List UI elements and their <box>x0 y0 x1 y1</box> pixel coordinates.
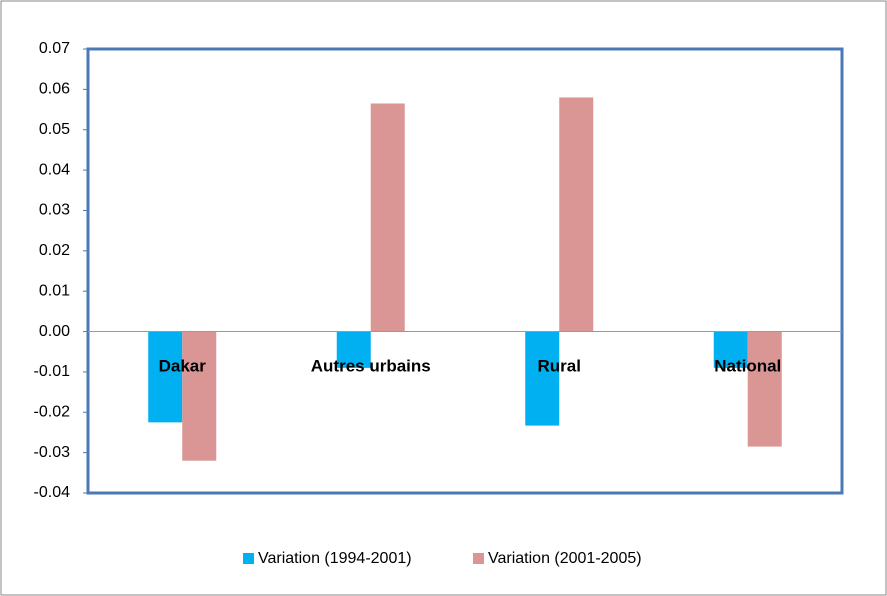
y-tick-label: -0.03 <box>34 444 71 461</box>
y-tick-label: 0.07 <box>39 40 70 57</box>
bar <box>559 97 594 332</box>
bar <box>747 331 782 447</box>
bar <box>182 331 217 461</box>
bar <box>525 331 560 426</box>
bar <box>370 103 405 332</box>
y-tick-label: 0.04 <box>39 161 70 178</box>
y-tick-label: 0.00 <box>39 323 70 340</box>
y-tick-label: -0.01 <box>34 363 71 380</box>
y-tick-label: 0.03 <box>39 202 70 219</box>
legend-label: Variation (1994-2001) <box>258 550 412 567</box>
y-tick-label: -0.04 <box>34 484 71 501</box>
bar <box>336 331 371 368</box>
y-tick-label: 0.02 <box>39 242 70 259</box>
legend-swatch <box>473 553 484 564</box>
y-tick-label: 0.06 <box>39 81 70 98</box>
y-tick-label: 0.01 <box>39 282 70 299</box>
legend-swatch <box>243 553 254 564</box>
plot-frame <box>86 47 844 495</box>
bar <box>713 331 748 368</box>
x-tick-label: National <box>714 356 781 375</box>
legend-label: Variation (2001-2005) <box>488 550 642 567</box>
x-tick-label: Dakar <box>159 356 207 375</box>
y-tick-label: -0.02 <box>34 403 71 420</box>
y-tick-label: 0.05 <box>39 121 70 138</box>
x-tick-label: Rural <box>538 356 581 375</box>
bar <box>148 331 183 423</box>
x-tick-label: Autres urbains <box>311 356 431 375</box>
